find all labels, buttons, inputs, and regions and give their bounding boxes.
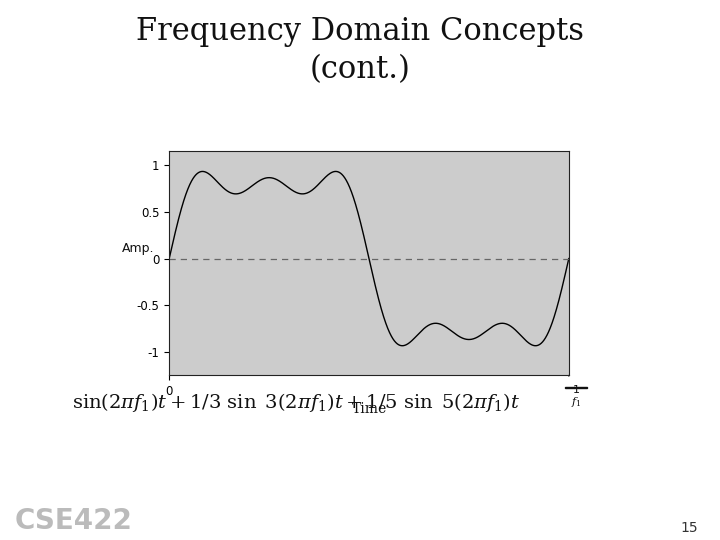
X-axis label: Time: Time (351, 402, 387, 416)
Text: 1: 1 (572, 385, 580, 395)
Text: Frequency Domain Concepts
(cont.): Frequency Domain Concepts (cont.) (136, 16, 584, 85)
Text: $f_1$: $f_1$ (571, 395, 581, 409)
Text: 15: 15 (681, 521, 698, 535)
Text: Amp.: Amp. (122, 242, 155, 255)
Text: $\sin(2\pi f_1)t + 1/3\ \sin\ 3(2\pi f_1)t + 1/5\ \sin\ 5(2\pi f_1)t$: $\sin(2\pi f_1)t + 1/3\ \sin\ 3(2\pi f_1… (72, 392, 521, 415)
Text: CSE422: CSE422 (14, 507, 132, 535)
